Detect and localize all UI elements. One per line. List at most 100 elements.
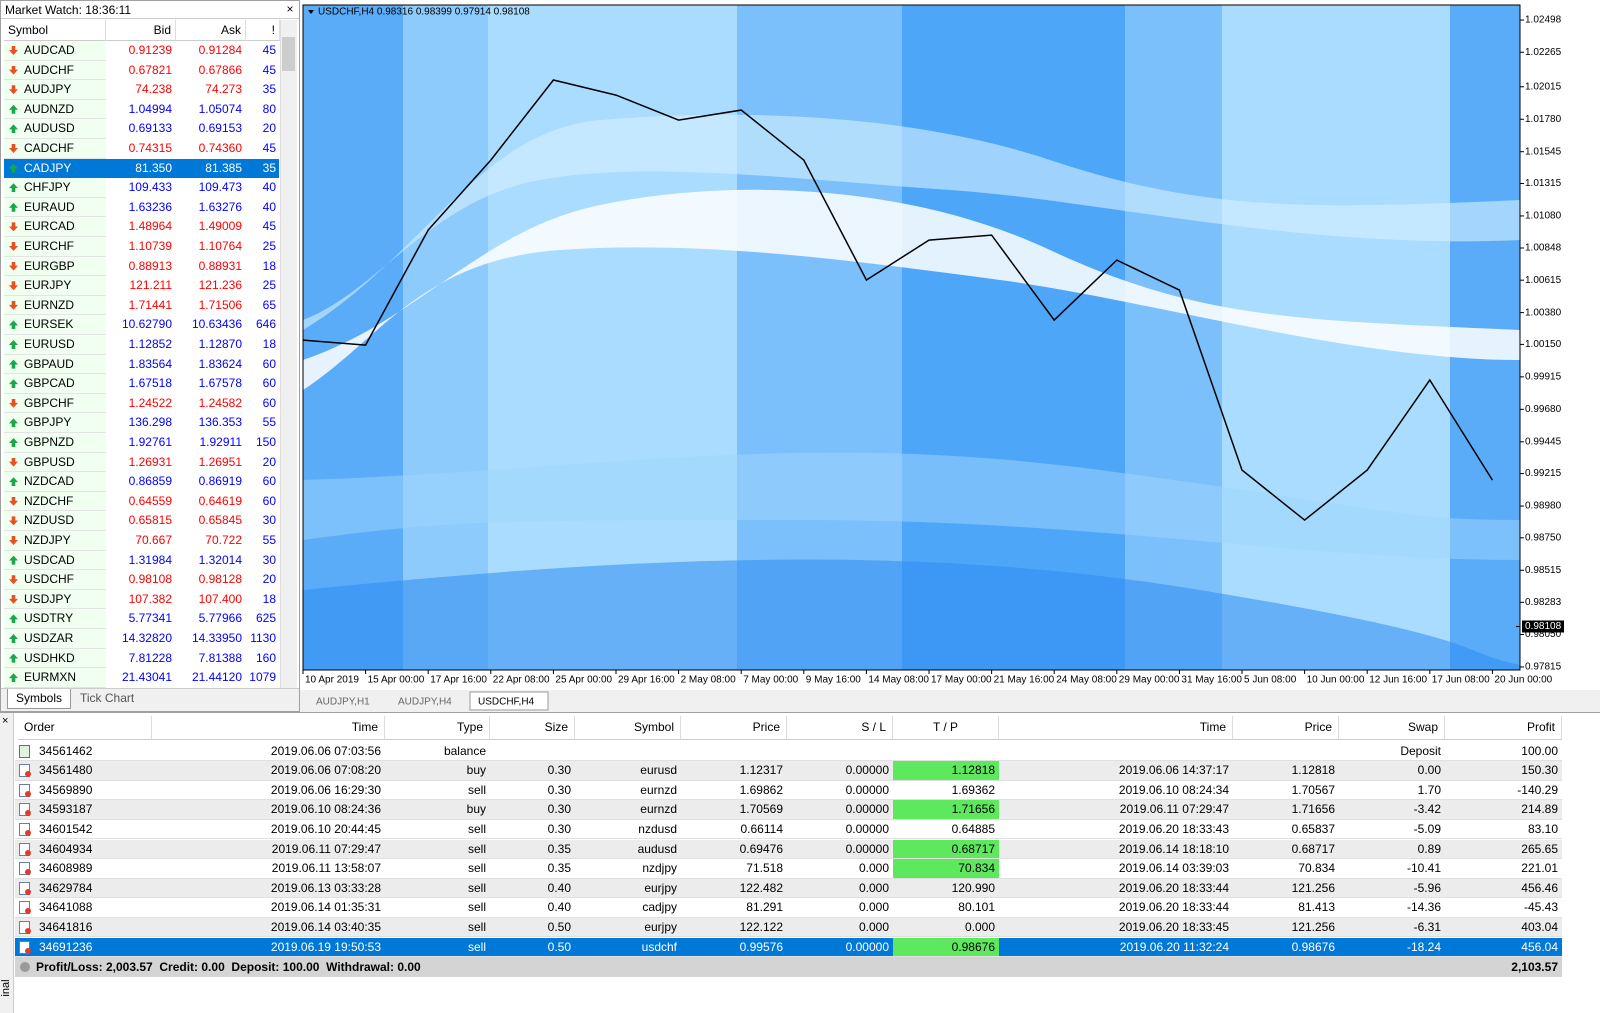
column-header[interactable]: T / P xyxy=(893,716,999,740)
column-header[interactable]: S / L xyxy=(787,716,893,740)
symbol-row[interactable]: GBPCAD 1.67518 1.67578 60 xyxy=(4,374,279,394)
trade-cell: 34604934 xyxy=(39,841,93,856)
symbol-row[interactable]: GBPCHF 1.24522 1.24582 60 xyxy=(4,393,279,414)
trade-cell: -5.96 xyxy=(1413,880,1441,895)
trade-cell: 0.98676 xyxy=(893,937,999,957)
symbol-row[interactable]: GBPAUD 1.83564 1.83624 60 xyxy=(4,354,279,375)
symbol-row[interactable]: GBPUSD 1.26931 1.26951 20 xyxy=(4,452,279,473)
symbol-row[interactable]: EURCHF 1.10739 1.10764 25 xyxy=(4,237,279,257)
trade-cell: 2019.06.14 01:35:31 xyxy=(270,900,381,915)
symbol-row[interactable]: USDJPY 107.382 107.400 18 xyxy=(4,589,279,610)
symbol-cell: NZDCHF xyxy=(24,493,74,508)
symbol-row[interactable]: NZDUSD 0.65815 0.65845 30 xyxy=(4,511,279,531)
symbol-cell: EURAUD xyxy=(24,199,75,214)
trade-row[interactable]: 34641816 2019.06.14 03:40:35 sell 0.50 eurjp… xyxy=(15,917,1562,938)
symbol-row[interactable]: EURCAD 1.48964 1.49009 45 xyxy=(4,217,279,237)
close-button[interactable]: × xyxy=(286,2,294,16)
symbol-row[interactable]: GBPNZD 1.92761 1.92911 150 xyxy=(4,433,279,453)
chart-tab[interactable] xyxy=(390,692,468,710)
trade-row[interactable]: 34604934 2019.06.11 07:29:47 sell 0.35 audus… xyxy=(15,839,1562,860)
chart-title: USDCHF,H4 0.98316 0.98399 0.97914 0.9810… xyxy=(318,7,530,18)
column-header[interactable]: Swap xyxy=(1339,716,1445,740)
close-button[interactable]: × xyxy=(2,715,9,727)
symbol-row[interactable]: AUDCHF 0.67821 0.67866 45 xyxy=(4,60,279,81)
spread-cell: 60 xyxy=(262,474,276,489)
trade-row[interactable]: 34601542 2019.06.10 20:44:45 sell 0.30 nzdus… xyxy=(15,819,1562,840)
panel-tab[interactable]: Tick Chart xyxy=(71,689,135,709)
symbol-row[interactable]: USDCAD 1.31984 1.32014 30 xyxy=(4,550,279,571)
symbol-row[interactable]: USDZAR 14.32820 14.33950 1130 xyxy=(4,629,279,649)
symbol-row[interactable]: CHFJPY 109.433 109.473 40 xyxy=(4,178,279,198)
column-header[interactable]: Ask xyxy=(176,20,246,41)
trade-row[interactable]: 34561480 2019.06.06 07:08:20 buy 0.30 eurusd… xyxy=(15,761,1562,781)
column-header[interactable]: Price xyxy=(681,716,787,740)
column-header[interactable]: Time xyxy=(152,716,385,740)
symbol-row[interactable]: USDTRY 5.77341 5.77966 625 xyxy=(4,609,279,629)
panel-tab[interactable]: Symbols xyxy=(7,689,71,709)
session-band xyxy=(403,5,488,670)
column-header[interactable]: Type xyxy=(385,716,490,740)
spread-cell: 35 xyxy=(262,82,276,97)
trade-row[interactable]: 34641088 2019.06.14 01:35:31 sell 0.40 cadjp… xyxy=(15,898,1562,918)
x-tick-label: 12 Jun 16:00 xyxy=(1369,675,1427,686)
column-header[interactable]: Size xyxy=(490,716,575,740)
symbol-row[interactable]: EURMXN 21.43041 21.44120 1079 xyxy=(4,668,279,688)
column-header[interactable]: Order xyxy=(18,716,152,740)
y-tick-label: 1.02498 xyxy=(1525,15,1562,26)
bid-cell: 0.86859 xyxy=(128,474,172,489)
symbol-row[interactable]: NZDCHF 0.64559 0.64619 60 xyxy=(4,491,279,512)
column-header[interactable]: Bid xyxy=(106,20,176,41)
x-tick-label: 10 Jun 00:00 xyxy=(1307,675,1365,686)
symbol-row[interactable]: AUDCAD 0.91239 0.91284 45 xyxy=(4,41,279,61)
trade-cell: 1.69862 xyxy=(739,782,783,797)
symbol-row[interactable]: AUDUSD 0.69133 0.69153 20 xyxy=(4,119,279,139)
ask-cell: 10.63436 xyxy=(191,317,242,332)
trade-cell: 0.00000 xyxy=(845,821,889,836)
symbol-row[interactable]: GBPJPY 136.298 136.353 55 xyxy=(4,413,279,433)
trade-cell: 1.71656 xyxy=(1291,802,1335,817)
column-header[interactable]: Symbol xyxy=(575,716,681,740)
trade-cell: 70.834 xyxy=(1298,861,1335,876)
symbol-row[interactable]: EURGBP 0.88913 0.88931 18 xyxy=(4,256,279,277)
chart-menu-arrow xyxy=(308,10,314,14)
symbol-row[interactable]: EURJPY 121.211 121.236 25 xyxy=(4,276,279,296)
y-tick-label: 0.99680 xyxy=(1525,404,1562,415)
symbol-row[interactable]: EURSEK 10.62790 10.63436 646 xyxy=(4,315,279,335)
column-header[interactable]: Time xyxy=(999,716,1233,740)
column-header[interactable]: Symbol xyxy=(4,20,106,41)
trade-cell: eurnzd xyxy=(640,782,677,797)
column-header[interactable]: ! xyxy=(246,20,280,41)
scrollbar[interactable] xyxy=(280,20,297,688)
arrow-down-icon xyxy=(9,85,18,95)
trade-row[interactable]: 34569890 2019.06.06 16:29:30 sell 0.30 eurnz… xyxy=(15,780,1562,801)
symbol-row[interactable]: CADJPY 81.350 81.385 35 xyxy=(4,158,279,179)
trade-cell: 2019.06.14 03:40:35 xyxy=(270,919,381,934)
trade-row[interactable]: 34608989 2019.06.11 13:58:07 sell 0.35 nzdjp… xyxy=(15,859,1562,879)
symbol-row[interactable]: EURAUD 1.63236 1.63276 40 xyxy=(4,197,279,218)
symbol-row[interactable]: USDCHF 0.98108 0.98128 20 xyxy=(4,570,279,590)
column-header[interactable]: Profit xyxy=(1445,716,1562,740)
chart-tab[interactable] xyxy=(469,691,549,711)
summary-row xyxy=(15,957,1562,978)
trade-row[interactable]: 34561462 2019.06.06 07:03:56 balance Deposi… xyxy=(15,741,1562,762)
symbol-row[interactable]: AUDJPY 74.238 74.273 35 xyxy=(4,80,279,100)
symbol-row[interactable]: AUDNZD 1.04994 1.05074 80 xyxy=(4,99,279,120)
spread-cell: 25 xyxy=(262,278,276,293)
trade-row[interactable]: 34629784 2019.06.13 03:33:28 sell 0.40 eurjp… xyxy=(15,878,1562,899)
scrollbar-thumb[interactable] xyxy=(282,37,295,71)
column-header[interactable]: Price xyxy=(1233,716,1339,740)
trade-row[interactable]: 34691236 2019.06.19 19:50:53 sell 0.50 usdch… xyxy=(15,937,1562,958)
bid-cell: 109.433 xyxy=(128,180,172,195)
ask-cell: 1.24582 xyxy=(198,395,242,410)
symbol-row[interactable]: EURNZD 1.71441 1.71506 65 xyxy=(4,295,279,316)
symbol-row[interactable]: USDHKD 7.81228 7.81388 160 xyxy=(4,648,279,669)
symbol-row[interactable]: CADCHF 0.74315 0.74360 45 xyxy=(4,139,279,159)
symbol-cell-bg xyxy=(4,570,106,590)
symbol-row[interactable]: NZDCAD 0.86859 0.86919 60 xyxy=(4,472,279,492)
trade-row[interactable]: 34593187 2019.06.10 08:24:36 buy 0.30 eurnzd… xyxy=(15,800,1562,820)
chart-tab[interactable] xyxy=(308,692,386,710)
trade-cell: 0.000 xyxy=(858,880,889,895)
symbol-row[interactable]: NZDJPY 70.667 70.722 55 xyxy=(4,531,279,551)
side-bar xyxy=(0,713,14,1013)
symbol-row[interactable]: EURUSD 1.12852 1.12870 18 xyxy=(4,335,279,355)
